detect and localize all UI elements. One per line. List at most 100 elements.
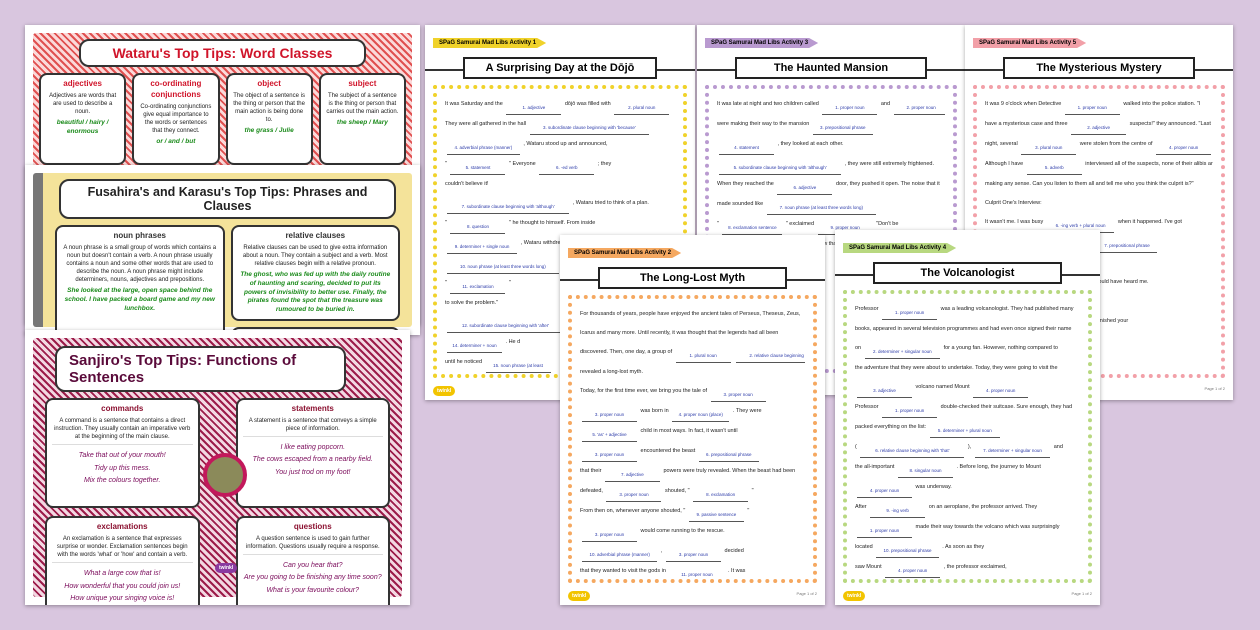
blank-input[interactable]: 10. prepositional phrase <box>876 538 939 558</box>
blank-input[interactable]: 10. noun phrase (at least three words lo… <box>447 254 559 274</box>
blank-input[interactable]: 5. subordinate clause beginning with 'al… <box>719 155 842 175</box>
blank-input[interactable]: 1. proper noun <box>882 300 938 320</box>
blank-input[interactable]: 11. exclamation <box>450 274 506 294</box>
blank-input[interactable]: 11. proper noun <box>669 562 724 579</box>
tip-box-commands: commands A command is a sentence that con… <box>45 398 200 508</box>
tip-description: The object of a sentence is the thing or… <box>233 92 305 124</box>
blank-label: 1. adjective <box>522 105 546 110</box>
blank-input[interactable]: 8. exclamation sentence <box>722 215 783 235</box>
poster-functions-of-sentences: Sanjiro's Top Tips: Functions of Sentenc… <box>25 330 410 605</box>
blank-input[interactable]: 6. -ed verb <box>539 155 595 175</box>
text-segment: night, several <box>985 141 1018 147</box>
blank-input[interactable]: 8. singular noun <box>897 458 953 478</box>
blank-input[interactable]: 7. noun phrase (at least three words lon… <box>766 195 876 215</box>
text-line: Although I have 5. adverb interviewed al… <box>985 155 1213 175</box>
blank-label: 3. proper noun <box>678 552 709 557</box>
blank-input[interactable]: 8. question <box>450 214 506 234</box>
blank-input[interactable]: 3. subordinate clause beginning with 'be… <box>529 115 650 135</box>
blank-label: 10. adverbial phrase (manner) <box>589 552 650 557</box>
text-line: ( 6. relative clause beginning with 'tha… <box>855 438 1080 458</box>
blank-input[interactable]: 2. plural noun <box>614 95 670 115</box>
blank-input[interactable]: 4. adverbial phrase (manner) <box>447 135 520 155</box>
blank-input[interactable]: 3. plural noun <box>1021 135 1077 155</box>
blank-input[interactable]: 1. proper noun <box>822 95 878 115</box>
tip-example: or / and / but <box>156 137 196 145</box>
page-number: Page 1 of 2 <box>1071 591 1092 596</box>
blank-input[interactable]: 12. exclamation <box>860 578 915 579</box>
blank-input[interactable]: 2. determiner + singular noun <box>864 339 941 359</box>
blank-input[interactable]: 4. proper noun <box>973 378 1029 398</box>
blank-input[interactable]: 10. adverbial phrase (manner) <box>582 542 658 562</box>
text-line: packed everything on the list: 5. determ… <box>855 418 1080 438</box>
blank-input[interactable]: 5. 'as' + adjective <box>582 422 637 442</box>
blank-label: 1. proper noun <box>894 408 925 413</box>
text-segment: When they reached the <box>717 181 774 187</box>
text-line: were making their way to the mansion 3. … <box>717 115 945 135</box>
text-segment: and <box>880 101 891 107</box>
blank-input[interactable]: 3. proper noun <box>582 522 637 542</box>
worksheet-footer: twinkl Page 1 of 2 <box>843 591 1092 601</box>
blank-input[interactable]: 4. proper noun (place) <box>672 402 730 422</box>
blank-input[interactable]: 3. proper noun <box>710 382 766 402</box>
blank-input[interactable]: 2. proper noun <box>893 95 945 115</box>
blank-input[interactable]: 4. statement <box>719 135 774 155</box>
blank-label: 10. prepositional phrase <box>883 548 932 553</box>
blank-input[interactable]: 9. determiner + single noun <box>447 234 518 254</box>
blank-input[interactable]: 8. exclamation <box>693 482 749 502</box>
blank-label: 1. plural noun <box>689 353 717 358</box>
tip-example: You just trod on my foot! <box>275 468 351 476</box>
tip-box-adjectives: adjectives Adjectives are words that are … <box>39 73 127 165</box>
blank-input[interactable]: 7. subordinate clause beginning with 'al… <box>447 194 570 214</box>
blank-input[interactable]: 9. passive sentence <box>688 502 744 522</box>
blank-input[interactable]: 7. determiner + singular noun <box>974 438 1051 458</box>
text-segment: were stolen from the centre of <box>1079 141 1153 147</box>
blank-input[interactable]: 5. adverb <box>1026 155 1082 175</box>
blank-input[interactable]: 2. adjective <box>1071 115 1127 135</box>
blank-input[interactable]: 5. statement <box>450 155 506 175</box>
blank-input[interactable]: 3. proper noun <box>606 482 662 502</box>
tip-heading: subject <box>348 79 377 88</box>
tip-example: Are you going to be finishing any time s… <box>243 574 382 582</box>
blank-input[interactable]: 1. proper noun <box>857 518 912 538</box>
tip-heading: questions <box>293 522 332 531</box>
worksheet-body: It was Saturday and the 1. adjective dōj… <box>433 85 687 378</box>
blank-input[interactable]: 3. prepositional phrase <box>812 115 873 135</box>
tip-box-noun-phrases: noun phrases A noun phrase is a small gro… <box>55 225 225 335</box>
blank-label: 3. proper noun <box>723 392 753 397</box>
blank-input[interactable]: 3. proper noun <box>665 542 721 562</box>
blank-input[interactable]: 6. relative clause beginning with 'that' <box>860 438 965 458</box>
blank-input[interactable]: 16. preposition <box>470 373 525 374</box>
tip-example: Can you hear that? <box>282 561 343 569</box>
blank-input[interactable]: 7. adjective <box>604 462 660 482</box>
blank-input[interactable]: 4. proper noun <box>1156 135 1212 155</box>
blank-label: 7. prepositional phrase <box>1104 243 1150 248</box>
text-segment: Professor <box>855 404 879 410</box>
blank-input[interactable]: 3. adjective <box>857 378 912 398</box>
blank-input[interactable]: 9. -ing verb <box>870 498 926 518</box>
blank-input[interactable]: 1. proper noun <box>882 398 938 418</box>
blank-input[interactable]: 1. proper noun <box>1064 95 1120 115</box>
blank-label: 6. -ed verb <box>556 165 578 170</box>
blank-input[interactable]: 6. adjective <box>777 175 833 195</box>
blank-input[interactable]: 12. subordinate clause beginning with 'a… <box>447 313 564 333</box>
blank-input[interactable]: 14. determiner + noun <box>447 333 502 353</box>
blank-input[interactable]: 1. plural noun <box>675 343 731 363</box>
blank-input[interactable]: 12. 'a' + adjective <box>582 582 637 583</box>
blank-input[interactable]: 6. prepositional phrase <box>698 442 759 462</box>
blank-label: 11. exclamation <box>462 284 494 289</box>
blank-input[interactable]: 3. proper noun <box>582 442 637 462</box>
text-segment: decided <box>724 548 744 554</box>
blank-input[interactable]: 5. determiner + plural noun <box>929 418 1000 438</box>
text-segment: They were all gathered in the hall <box>445 121 527 127</box>
blank-input[interactable]: 3. proper noun <box>582 402 637 422</box>
blank-input[interactable]: 4. proper noun <box>857 478 912 498</box>
text-segment: . Before long, the journey to Mount <box>956 464 1041 470</box>
blank-input[interactable]: 7. prepositional phrase <box>1097 233 1157 253</box>
blank-input[interactable]: 1. adjective <box>506 95 562 115</box>
text-segment: the all-important <box>855 464 895 470</box>
blank-input[interactable]: 15. noun phrase (at least <box>485 353 551 373</box>
worksheet-a4: SPaG Samurai Mad Libs Activity 4 The Volc… <box>835 230 1100 605</box>
blank-input[interactable]: 3. proper noun <box>673 582 728 583</box>
blank-input[interactable]: 4. proper noun <box>885 558 941 578</box>
blank-input[interactable]: 2. relative clause beginning with 'who' <box>736 343 805 363</box>
